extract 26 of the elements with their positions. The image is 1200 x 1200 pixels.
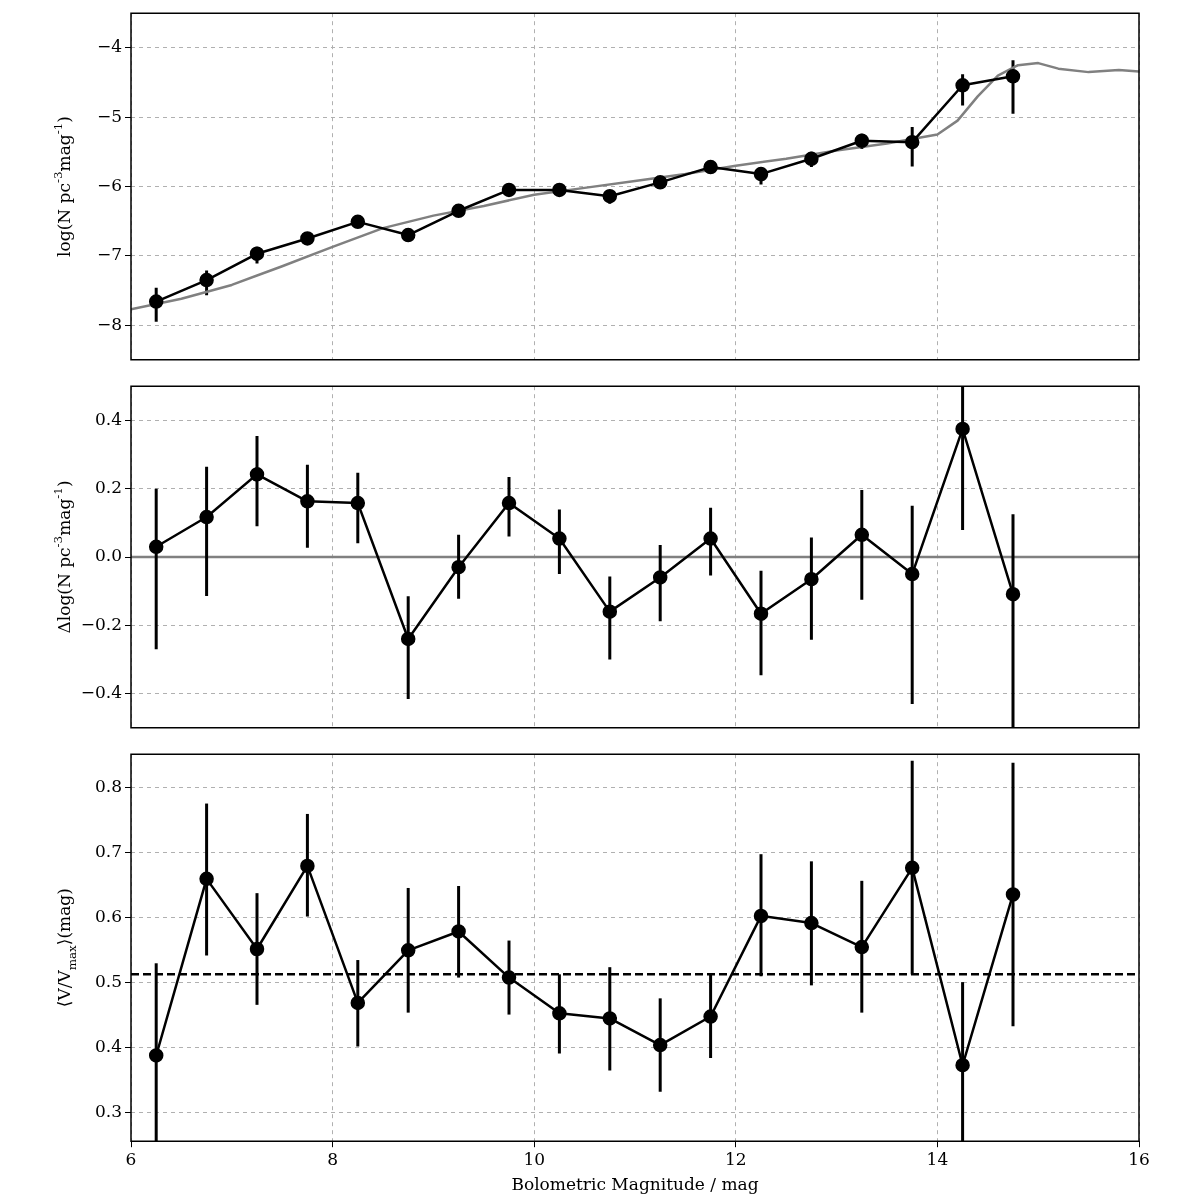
x-tick-label: 6	[125, 1148, 137, 1169]
y-tick-label: 0.8	[94, 776, 122, 797]
y-tick-label: −7	[96, 244, 122, 265]
y-axis-title: ⟨V/Vmax⟩(mag)	[54, 888, 79, 1008]
x-tick-label: 14	[926, 1148, 949, 1169]
y-axis-title: log(N pc-3mag-1)	[51, 116, 75, 257]
y-tick-label: 0.6	[94, 906, 122, 927]
x-tick-label: 8	[327, 1148, 339, 1169]
x-tick-label: 10	[523, 1148, 546, 1169]
y-tick-label: −6	[96, 174, 122, 195]
y-tick-label: 0.3	[94, 1101, 122, 1122]
y-axis-title: Δlog(N pc-3mag-1)	[51, 480, 75, 634]
y-tick-label: 0.2	[94, 477, 122, 498]
y-tick-label: −0.4	[80, 682, 122, 703]
y-tick-label: −8	[96, 313, 122, 334]
y-tick-label: −5	[96, 105, 122, 126]
y-tick-label: 0.4	[94, 1036, 122, 1057]
y-tick-label: −0.2	[80, 613, 122, 634]
y-tick-label: 0.7	[94, 841, 122, 862]
y-tick-label: 0.5	[94, 971, 122, 992]
y-tick-label: 0.4	[94, 408, 122, 429]
x-axis-title: Bolometric Magnitude / mag	[511, 1174, 759, 1195]
x-tick-label: 16	[1128, 1148, 1150, 1169]
y-tick-label: −4	[96, 36, 122, 57]
x-tick-label: 12	[724, 1148, 747, 1169]
y-tick-label: 0.0	[94, 545, 122, 566]
